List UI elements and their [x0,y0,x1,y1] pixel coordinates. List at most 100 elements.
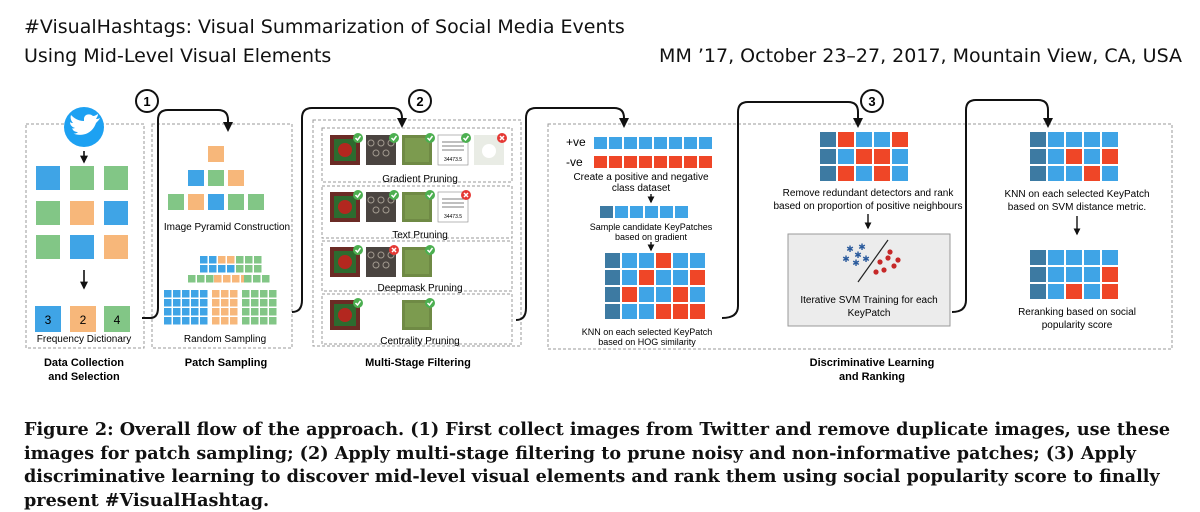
step-1-marker: 1 [135,89,159,113]
sample-patch [191,290,199,298]
keypatch-cell [1102,267,1118,282]
keypatch-cell [605,270,620,285]
sample-patch [251,299,259,307]
keypatch-cell [1048,250,1064,265]
step-3-marker: 3 [860,89,884,113]
positive-patch [624,137,637,149]
figure-caption: Figure 2: Overall flow of the approach. … [24,419,1171,511]
image-patch-detail [338,143,352,157]
check-icon [354,135,362,142]
positive-patch [609,137,622,149]
sample-patch [212,317,220,325]
sample-patch [173,308,181,316]
candidate-patch [660,206,673,218]
keypatch-cell [622,287,637,302]
pos-neg-dataset [594,137,712,168]
stage-label-data-collection-2: and Selection [48,371,120,383]
keypatch-cell [1030,149,1046,164]
knn-hog-label-line1: KNN on each selected KeyPatch [582,327,713,337]
dataset-label-line2: class dataset [612,183,671,194]
negative-sample-marker [877,259,883,265]
image-patch-detail [377,251,385,259]
check-icon [426,247,434,254]
filter-thumbnails: 34473.5 34473.5 [330,133,507,330]
keypatch-cell [874,166,890,181]
remove-label-line1: Remove redundant detectors and rank [783,188,955,199]
gradient-pruning-panel [321,127,513,183]
sample-patch [182,317,190,325]
image-patch-detail [367,139,375,147]
centrality-pruning-panel [321,293,513,345]
sample-patch [221,290,229,298]
freq-value: 3 [45,313,52,327]
sample-patch [206,275,214,283]
check-icon [426,300,434,307]
check-icon [426,192,434,199]
keypatch-cell [1084,149,1100,164]
venue-info: MM ’17, October 23–27, 2017, Mountain Vi… [659,45,1182,67]
keypatch-cell [690,253,705,268]
negative-patch [609,156,622,168]
keypatch-cell [690,304,705,319]
sample-patch [221,317,229,325]
keypatch-cell [639,253,654,268]
sample-patch [191,317,199,325]
sample-patch [164,317,172,325]
sample-patch [269,290,277,298]
keypatch-cell [838,132,854,147]
sample-patch [200,265,208,273]
negative-patch [624,156,637,168]
positive-patch [669,137,682,149]
sample-patch [260,317,268,325]
keypatch-cell [656,304,671,319]
sample-patch [197,275,205,283]
sample-patch [269,299,277,307]
svm-label-line2: KeyPatch [848,308,891,319]
sample-patch [236,256,244,264]
sample-patch [232,275,240,283]
negative-sample-marker [887,249,893,255]
image-patch-detail [405,250,429,274]
image-patch-detail [382,206,390,214]
text-pruning-panel [321,185,513,239]
keypatch-cell [1048,166,1064,181]
stage-label-filtering: Multi-Stage Filtering [365,357,471,369]
keypatch-cell [820,149,836,164]
sample-patch [251,317,259,325]
step-3-label: 3 [868,94,875,109]
sample-patch [182,299,190,307]
keypatch-cell [622,304,637,319]
positive-sample-marker: ✱ [862,254,870,264]
keypatch-cell [1084,132,1100,147]
keypatch-cell [1030,284,1046,299]
sample-patch [253,275,261,283]
flow-arrow-2 [291,107,407,313]
freq-value: 4 [114,313,121,327]
image-patch-detail [482,144,496,158]
sample-patch [182,308,190,316]
keypatch-cell [1084,267,1100,282]
twitter-bird-icon [64,107,104,147]
keypatch-cell [605,253,620,268]
data-collection-box [25,123,145,349]
remove-label-line2: based on proportion of positive neighbou… [773,201,962,212]
keypatch-cell [1066,132,1082,147]
patch-sampling-box [151,123,293,349]
sample-patch [173,317,181,325]
negative-patch [639,156,652,168]
check-icon [353,245,363,255]
stage-label-patch-sampling: Patch Sampling [185,357,268,369]
candidate-keypatches [600,206,688,218]
knn-hog-grid [605,253,705,319]
sample-patch [242,308,250,316]
negative-sample-marker [873,269,879,275]
keypatch-cell [820,132,836,147]
image-patch-detail [367,251,375,259]
document-patch-text: 34473.5 [444,157,462,163]
check-icon [425,298,435,308]
keypatch-cell [1084,250,1100,265]
sample-patch [254,256,262,264]
sample-label-line1: Sample candidate KeyPatches [590,222,713,232]
sample-patch [236,265,244,273]
text-pruning-label: Text Pruning [392,230,448,241]
